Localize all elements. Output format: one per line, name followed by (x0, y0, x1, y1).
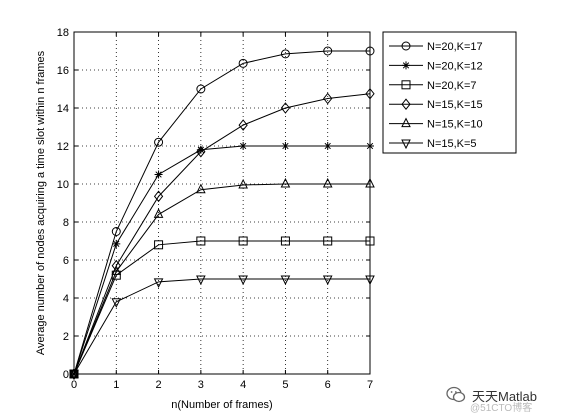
series-marker (323, 92, 333, 105)
y-tick-label: 2 (63, 331, 69, 343)
series-marker (238, 119, 248, 131)
legend-label: N=15,K=10 (427, 119, 483, 131)
series-marker (154, 137, 164, 147)
y-tick-label: 0 (63, 369, 69, 381)
legend-marker (401, 139, 411, 150)
legend-entry: N=20,K=7 (389, 80, 477, 92)
series-marker (153, 278, 164, 288)
series-marker (238, 178, 248, 189)
x-tick-label: 1 (113, 379, 119, 391)
series-marker (154, 240, 164, 250)
series-marker (69, 367, 79, 378)
series-marker (238, 58, 248, 68)
y-tick-label: 12 (57, 141, 69, 153)
y-tick-label: 8 (63, 217, 69, 229)
series-marker (112, 239, 121, 248)
series-marker (196, 236, 206, 246)
x-tick-label: 7 (367, 379, 373, 391)
legend-label: N=20,K=7 (427, 80, 477, 92)
x-axis-label: n(Number of frames) (171, 399, 272, 411)
legend-box (382, 31, 517, 154)
watermark-subtext: @51CTO博客 (470, 403, 533, 414)
series-marker (280, 236, 290, 246)
y-axis-label: Average number of nodes acquiring a time… (35, 50, 47, 355)
x-tick-label: 3 (198, 379, 204, 391)
x-tick-label: 5 (282, 379, 288, 391)
series-line (73, 145, 370, 375)
x-tick-label: 2 (156, 379, 162, 391)
y-tick-label: 4 (63, 293, 69, 305)
series-line (73, 240, 370, 375)
legend-entry: N=20,K=17 (389, 41, 483, 53)
series-marker (239, 142, 248, 150)
series-5 (69, 177, 375, 378)
legend: N=20,K=17 N=20,K=12 N=20,K=7 N=15,K=15 N=15,… (382, 31, 517, 154)
legend-label: N=20,K=17 (427, 41, 483, 53)
legend-entry: N=15,K=5 (389, 138, 477, 150)
x-tick-label: 4 (240, 379, 246, 391)
series-marker (280, 275, 291, 286)
series-marker (196, 145, 205, 154)
x-tick-label: 6 (325, 379, 331, 391)
series-marker (323, 236, 333, 246)
series-marker (153, 190, 164, 203)
series-marker (154, 170, 163, 179)
x-tick-label: 0 (71, 379, 77, 391)
series-marker (69, 370, 79, 381)
series-marker (196, 145, 206, 158)
legend-label: N=20,K=12 (427, 60, 483, 72)
legend-marker (401, 41, 411, 51)
series-marker (366, 142, 374, 150)
series-marker (153, 208, 164, 218)
series-marker (322, 177, 333, 188)
series-marker (238, 275, 248, 286)
legend-marker (401, 80, 411, 90)
series-marker (111, 298, 122, 308)
series-marker (365, 87, 375, 100)
legend-marker (402, 61, 410, 70)
series-marker (196, 183, 206, 194)
legend-label: N=15,K=15 (427, 99, 483, 111)
watermark: 天天Matlab (446, 384, 537, 406)
y-axis-ticks: 0 2 4 6 8 10 12 14 16 18 (57, 27, 370, 381)
y-tick-label: 14 (57, 103, 69, 115)
legend-label: N=15,K=5 (427, 138, 477, 150)
series-marker (196, 84, 206, 94)
wechat-logo-icon (446, 386, 466, 403)
legend-entry: N=15,K=15 (389, 98, 483, 111)
series-line (73, 278, 370, 375)
series-marker (365, 177, 375, 188)
legend-entry: N=20,K=12 (389, 60, 483, 72)
y-tick-label: 6 (63, 255, 69, 267)
watermark-text: 天天Matlab (472, 388, 538, 404)
series-marker (111, 227, 121, 236)
legend-marker (401, 117, 411, 128)
series-marker (111, 265, 122, 275)
series-marker (365, 236, 375, 246)
series-marker (280, 177, 291, 188)
series-lines (69, 46, 375, 381)
legend-entry: N=15,K=10 (389, 117, 483, 131)
y-tick-label: 10 (57, 179, 69, 191)
series-marker (196, 275, 206, 286)
series-line (73, 183, 370, 375)
series-marker (281, 142, 290, 150)
series-line (73, 50, 370, 375)
plot-area-frame (73, 31, 371, 375)
series-marker (322, 275, 333, 286)
series-marker (323, 46, 333, 56)
series-marker (365, 46, 375, 56)
series-marker (280, 49, 290, 59)
series-6 (69, 275, 375, 381)
series-marker (238, 236, 248, 246)
series-marker (323, 142, 332, 150)
series-line (73, 93, 371, 375)
series-marker (280, 102, 291, 114)
y-tick-label: 16 (57, 65, 69, 77)
legend-marker (401, 98, 411, 111)
series-marker (365, 275, 375, 286)
y-tick-label: 18 (57, 27, 69, 39)
